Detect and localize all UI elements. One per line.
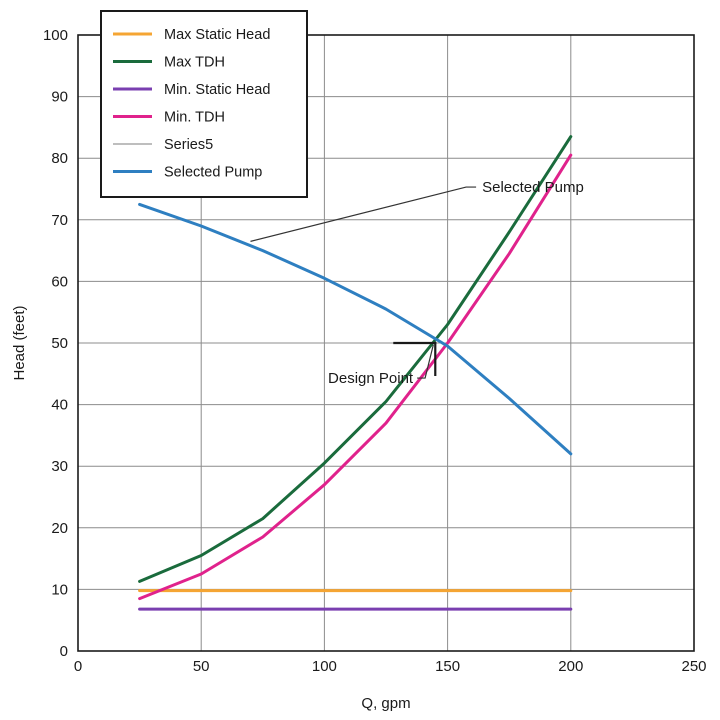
x-tick-label: 50 [193, 658, 210, 675]
y-tick-label: 90 [51, 89, 68, 106]
y-tick-label: 50 [51, 335, 68, 352]
legend-label: Min. Static Head [164, 82, 270, 98]
legend-label: Max Static Head [164, 27, 270, 43]
annotation-design-point: Design Point [328, 370, 414, 387]
x-tick-label: 200 [558, 658, 583, 675]
legend-label: Selected Pump [164, 165, 262, 181]
x-tick-label: 0 [74, 658, 82, 675]
legend-label: Series5 [164, 137, 213, 153]
y-tick-label: 10 [51, 581, 68, 598]
plot-border [77, 34, 695, 652]
design-point-marker [393, 341, 437, 376]
y-tick-label: 20 [51, 520, 68, 537]
y-tick-label: 70 [51, 212, 68, 229]
series-line-min-tdh [138, 153, 573, 601]
y-tick-label: 40 [51, 397, 68, 414]
y-tick-label: 30 [51, 458, 68, 475]
y-axis-title: Head (feet) [11, 305, 28, 380]
annotation-leader-design-point [417, 344, 434, 379]
series-line-max-tdh [138, 135, 573, 583]
tick-labels: 0 50 100 150 200 250 0 10 20 30 40 50 60 70 80 90 100 [43, 27, 707, 675]
legend-label: Max TDH [164, 55, 225, 71]
annotations: Selected Pump Design Point [250, 179, 584, 387]
annotation-selected-pump: Selected Pump [482, 179, 584, 196]
x-axis-title: Q, gpm [361, 695, 410, 712]
y-tick-label: 60 [51, 273, 68, 290]
legend: Max Static Head Max TDH Min. Static Head Mi… [100, 10, 308, 198]
x-tick-label: 250 [681, 658, 706, 675]
y-tick-label: 100 [43, 27, 68, 44]
legend-box [100, 10, 308, 198]
x-tick-label: 150 [435, 658, 460, 675]
y-tick-label: 80 [51, 150, 68, 167]
series-lines [138, 135, 573, 611]
y-tick-label: 0 [60, 643, 68, 660]
legend-label: Min. TDH [164, 110, 225, 126]
series-line-selected-pump [138, 202, 573, 456]
x-tick-label: 100 [312, 658, 337, 675]
annotation-leader-selected-pump [250, 186, 477, 242]
